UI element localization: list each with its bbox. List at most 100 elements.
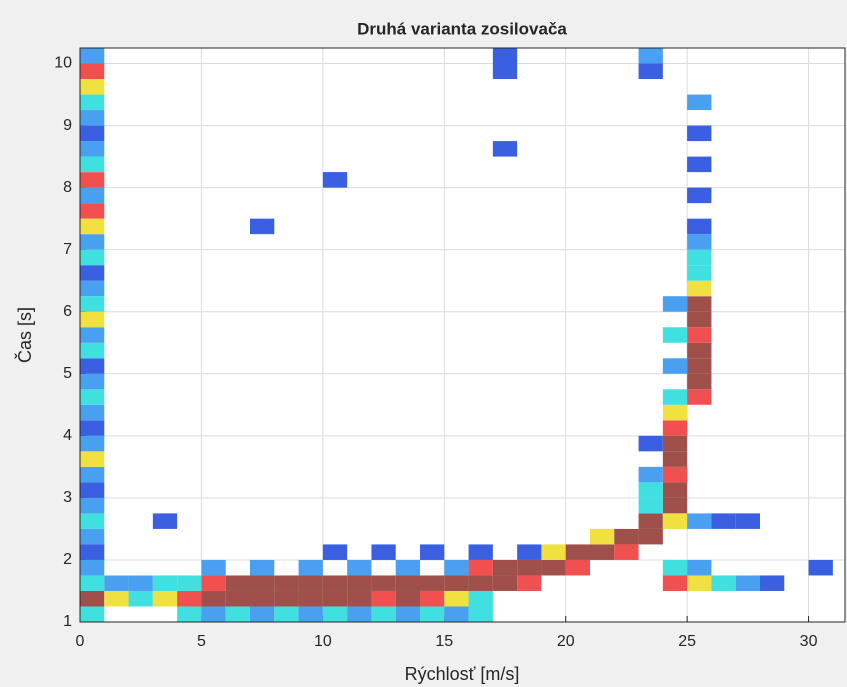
heat-cell <box>80 280 105 297</box>
heat-cell <box>80 296 105 312</box>
heat-cell <box>395 590 420 607</box>
heat-cell <box>80 110 105 126</box>
heat-cell <box>444 590 469 607</box>
heat-cell <box>274 575 299 591</box>
heat-cell <box>250 590 275 607</box>
heat-cell <box>711 513 736 529</box>
y-tick-label: 4 <box>63 427 72 444</box>
heat-cell <box>687 373 712 390</box>
heat-cell <box>250 559 275 576</box>
heat-cell <box>225 590 250 607</box>
heat-cell <box>347 575 372 591</box>
heat-cell <box>201 590 226 607</box>
heat-cell <box>250 575 275 591</box>
x-axis-label: Rýchlosť [m/s] <box>405 664 520 684</box>
heat-cell <box>201 575 226 591</box>
heat-cell <box>80 79 105 95</box>
heat-cell <box>250 218 275 235</box>
heat-cell <box>80 48 105 64</box>
heat-cell <box>687 513 712 529</box>
heat-cell <box>662 389 688 405</box>
heat-cell <box>80 451 105 467</box>
y-tick-label: 9 <box>63 117 72 134</box>
heat-cell <box>274 590 299 607</box>
y-tick-label: 3 <box>63 489 72 506</box>
heat-cell <box>687 311 712 328</box>
heat-cell <box>80 187 105 204</box>
axes-box <box>79 47 846 623</box>
heat-cell <box>371 575 396 591</box>
heat-cell <box>80 590 105 607</box>
heat-cell <box>468 559 493 576</box>
heat-cell <box>662 497 688 514</box>
heat-cell <box>80 141 105 157</box>
heat-cell <box>371 544 396 560</box>
heat-cell <box>298 606 323 622</box>
label-layer: 0 5 10 15 20 25 30 1 2 3 4 5 6 7 8 9 10 <box>54 55 817 651</box>
heat-cell <box>687 559 712 576</box>
heat-cell <box>614 528 639 545</box>
heat-cell <box>662 466 688 483</box>
heat-cell <box>80 513 105 529</box>
x-tick-label: 25 <box>678 633 696 650</box>
heat-cell <box>638 513 663 529</box>
heat-cell <box>80 528 105 545</box>
heat-cell <box>201 559 226 576</box>
heat-cell <box>468 575 493 591</box>
heat-cell <box>444 606 469 622</box>
heat-cell <box>152 575 178 591</box>
heat-cell <box>662 513 688 529</box>
heat-cell <box>80 559 105 576</box>
heat-cell <box>590 544 615 560</box>
heat-cell <box>80 466 105 483</box>
heat-cell <box>177 606 202 622</box>
heat-cell <box>565 544 590 560</box>
y-tick-label: 10 <box>54 55 72 72</box>
y-tick-label: 5 <box>63 365 72 382</box>
heat-cell <box>347 559 372 576</box>
heat-cell <box>760 575 785 591</box>
heat-cell <box>80 482 105 498</box>
heat-cell <box>662 435 688 452</box>
heat-cell <box>80 249 105 266</box>
heat-cell <box>662 358 688 374</box>
heat-cell <box>322 590 348 607</box>
heat-cell <box>662 451 688 467</box>
heat-cell <box>687 296 712 312</box>
heat-cell <box>662 559 688 576</box>
heat-cell <box>662 327 688 343</box>
heat-cell <box>298 590 323 607</box>
heat-cell <box>735 575 760 591</box>
heat-cell <box>517 575 542 591</box>
heat-cell <box>687 218 712 235</box>
heat-cell <box>80 342 105 359</box>
heat-cell <box>468 544 493 560</box>
heat-cell <box>492 48 518 64</box>
heat-cell <box>104 575 129 591</box>
heat-cell <box>80 203 105 219</box>
heat-cell <box>638 48 663 64</box>
x-tick-label: 5 <box>197 633 206 650</box>
y-axis-label: Čas [s] <box>14 307 35 363</box>
heat-cell <box>225 606 250 622</box>
cell-layer <box>80 48 833 622</box>
heat-cell <box>517 559 542 576</box>
heat-cell <box>808 559 833 576</box>
heat-cell <box>80 606 105 622</box>
y-tick-label: 7 <box>63 241 72 258</box>
heat-cell <box>492 141 518 157</box>
heat-cell <box>225 575 250 591</box>
x-tick-label: 15 <box>435 633 453 650</box>
heat-cell <box>687 125 712 142</box>
heat-cell <box>638 497 663 514</box>
heat-cell <box>274 606 299 622</box>
heat-cell <box>638 482 663 498</box>
heat-cell <box>662 482 688 498</box>
y-tick-label: 1 <box>63 613 72 630</box>
heat-cell <box>638 63 663 80</box>
heat-cell <box>468 606 493 622</box>
heat-cell <box>80 125 105 142</box>
chart-title: Druhá varianta zosilovača <box>357 19 567 38</box>
heat-cell <box>322 172 348 188</box>
